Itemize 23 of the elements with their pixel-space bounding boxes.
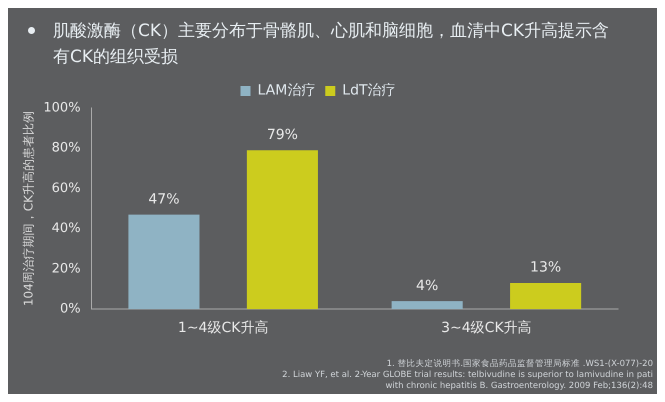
data-label: 47% (148, 191, 180, 208)
bar (128, 214, 200, 310)
y-tick-label: 80% (52, 140, 81, 156)
x-tick-label: 1~4级CK升高 (178, 320, 268, 336)
data-label: 13% (530, 260, 562, 276)
y-tick-label: 20% (52, 261, 81, 276)
bar (392, 301, 463, 310)
text: 2. Liaw YF, et al. 2-Year GLOBE trial results: telbivudine is superior to lamivudine in pati (281, 370, 653, 381)
bar (510, 283, 582, 310)
data-label: 79% (266, 126, 298, 143)
y-tick-label: 60% (52, 180, 81, 196)
data-label: 4% (416, 278, 438, 294)
text: with chronic hepatitis B. Gastroenterology. 2009 Feb;136(2):48 (384, 381, 653, 392)
legend-label: LAM治疗 (257, 82, 316, 99)
x-tick-label: 3~4级CK升高 (441, 320, 532, 336)
chart-title: 肌酸激酶（CK）主要分布于骨骼肌、心肌和脑细胞，血清中CK升高提示含有CK的组织受损 (53, 20, 610, 69)
y-tick-label: 100% (43, 100, 81, 116)
text: 1. 替比夫定说明书.国家食品药品监督管理局标准 .WS1-(X-077)-20 (386, 359, 653, 370)
y-axis-title: 104周治疗期间，CK升高的患者比例 (21, 111, 36, 306)
y-tick-label: 0% (60, 302, 81, 317)
bar (246, 150, 318, 310)
legend-label: LdT治疗 (342, 82, 396, 99)
y-tick-label: 40% (52, 221, 81, 236)
